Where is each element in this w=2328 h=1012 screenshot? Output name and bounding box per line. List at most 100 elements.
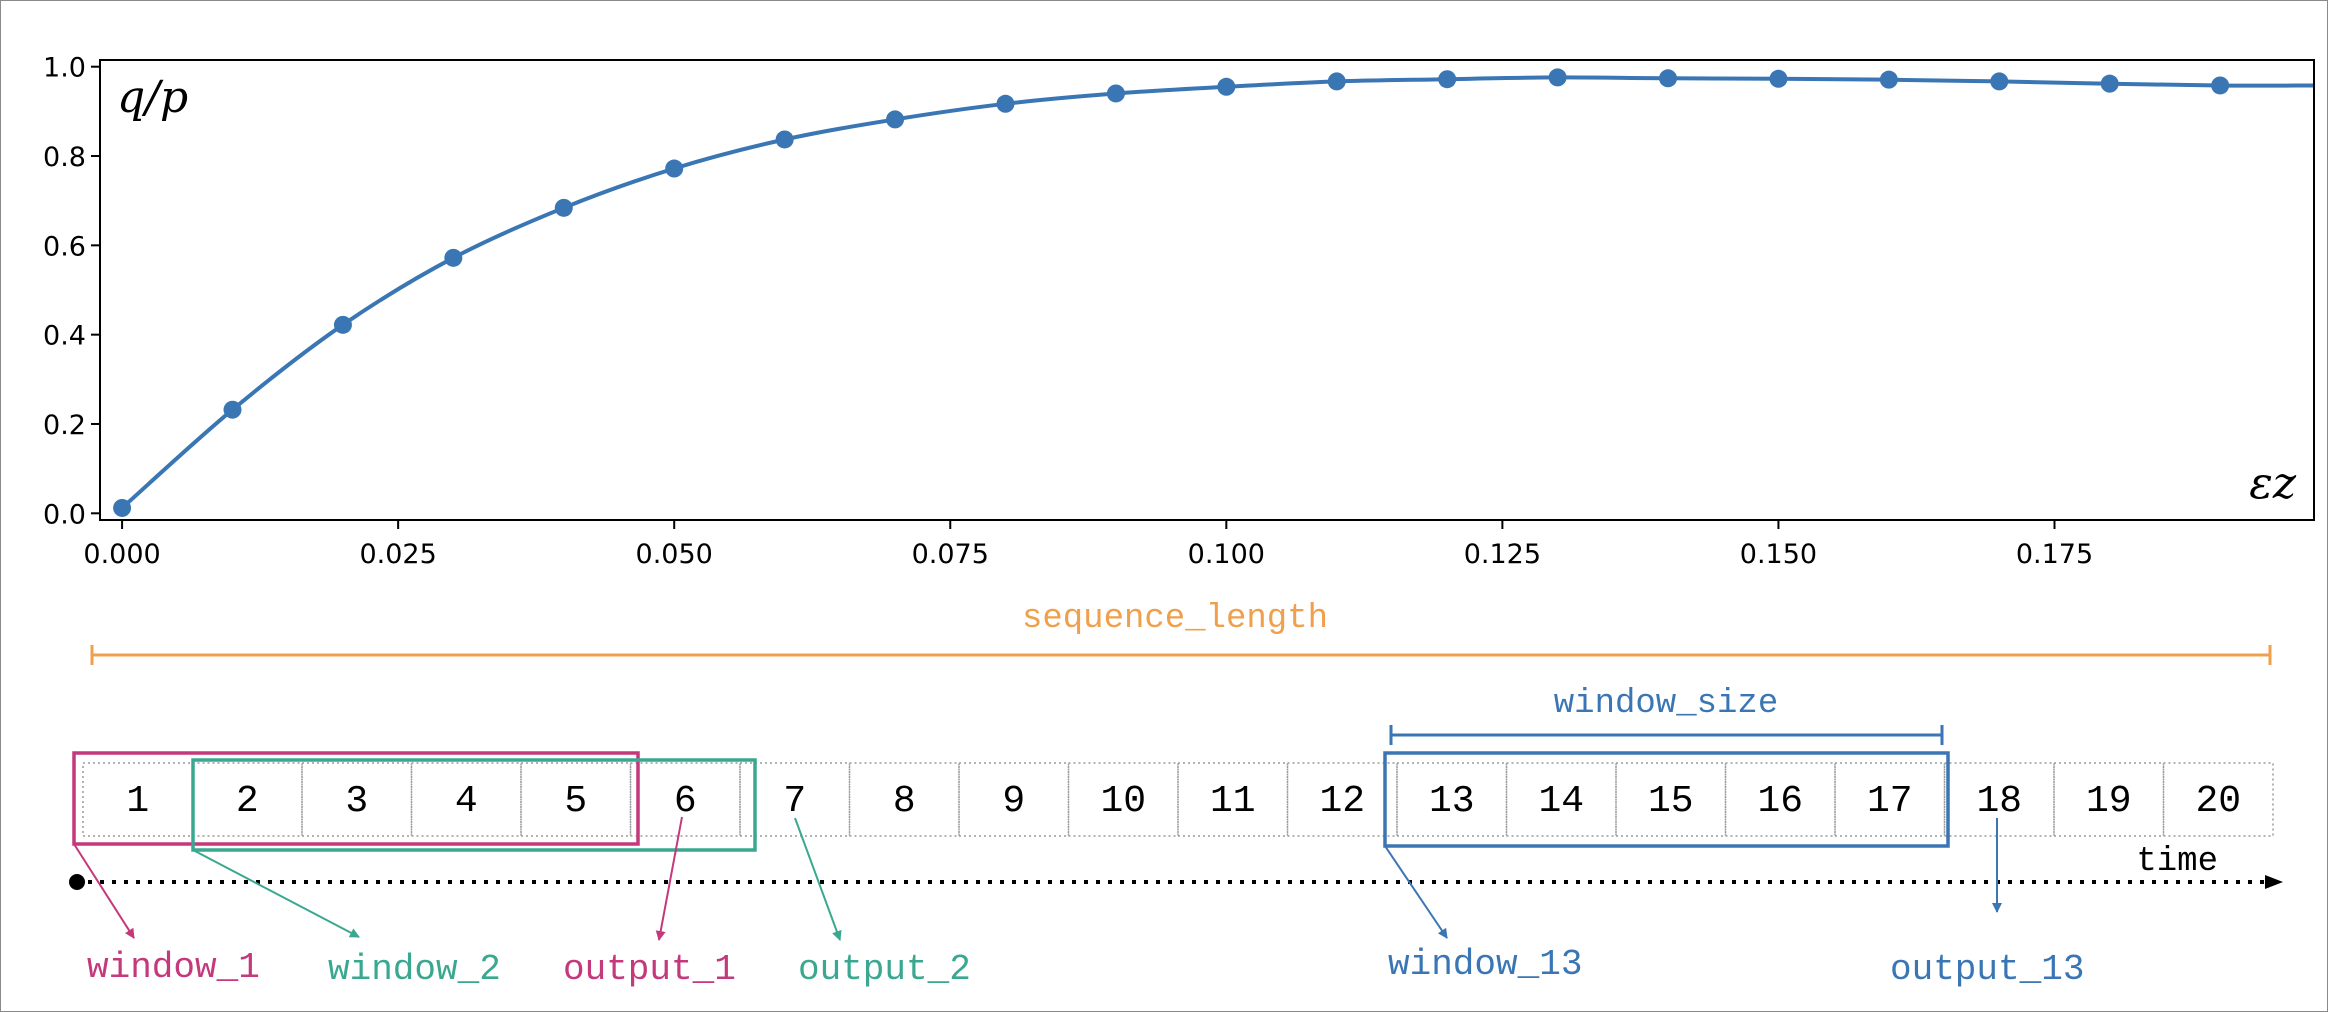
sequence-cell-label: 13 bbox=[1429, 780, 1475, 823]
data-point bbox=[2211, 76, 2230, 95]
sequence-cell-label: 9 bbox=[1002, 780, 1025, 823]
window-2-arrow bbox=[192, 849, 360, 938]
data-point bbox=[1659, 69, 1678, 88]
output-1-label: output_1 bbox=[563, 949, 736, 990]
data-point bbox=[554, 198, 573, 217]
window-13-arrow bbox=[1384, 845, 1448, 939]
data-point bbox=[2100, 74, 2119, 93]
axis-ticks: 0.000 0.025 0.050 0.075 0.100 0.125 0.150 0.175… bbox=[43, 53, 2093, 570]
x-tick-label: 0.025 bbox=[359, 539, 436, 570]
series-points bbox=[113, 68, 2230, 517]
sequence-cell bbox=[958, 762, 1070, 837]
window-13-box bbox=[1383, 751, 1950, 848]
window-2-box bbox=[191, 758, 757, 852]
y-tick-label: 0.6 bbox=[43, 231, 86, 262]
series-line bbox=[120, 75, 2315, 510]
data-point bbox=[996, 94, 1015, 113]
sequence-cell-label: 16 bbox=[1757, 780, 1803, 823]
time-origin-dot bbox=[69, 874, 85, 890]
x-axis-label: εz bbox=[2249, 458, 2297, 509]
sequence-cell bbox=[1724, 762, 1836, 837]
sliding-window-diagram: sequence_length window_size 1 2 3 4 5 6 7 8 9 10 1… bbox=[69, 600, 2283, 990]
sequence-cell bbox=[1067, 762, 1179, 837]
sequence-cell bbox=[1505, 762, 1617, 837]
window-size-bracket bbox=[1389, 725, 1944, 745]
sequence-cell-label: 12 bbox=[1319, 780, 1365, 823]
window-2-label: window_2 bbox=[328, 949, 501, 990]
sequence-cell-label: 17 bbox=[1867, 780, 1913, 823]
data-point bbox=[665, 159, 684, 178]
data-point bbox=[1217, 77, 1236, 96]
data-point bbox=[1769, 69, 1788, 88]
y-tick-label: 0.4 bbox=[43, 321, 86, 352]
sequence-cell-label: 2 bbox=[236, 780, 259, 823]
data-point bbox=[886, 110, 905, 129]
data-point bbox=[1327, 72, 1346, 91]
sequence-cell-label: 20 bbox=[2195, 780, 2241, 823]
sequence-cell bbox=[739, 762, 851, 837]
output-2-arrow bbox=[794, 817, 842, 941]
y-tick-label: 0.2 bbox=[43, 410, 86, 441]
data-point bbox=[333, 315, 352, 334]
time-label: time bbox=[2136, 843, 2218, 881]
data-point bbox=[113, 498, 132, 517]
x-tick-label: 0.150 bbox=[1740, 539, 1817, 570]
x-tick-label: 0.175 bbox=[2016, 539, 2093, 570]
y-tick-label: 1.0 bbox=[43, 53, 86, 84]
data-point bbox=[1438, 70, 1457, 89]
sequence-cells: 1 2 3 4 5 6 7 8 9 10 11 12 13 14 15 16 17 18 19 20 bbox=[82, 762, 2274, 837]
sequence-length-bracket bbox=[90, 645, 2272, 665]
x-tick-label: 0.000 bbox=[83, 539, 160, 570]
y-tick-label: 0.8 bbox=[43, 142, 86, 173]
plot-area-frame bbox=[99, 59, 2315, 521]
sequence-cell bbox=[1615, 762, 1727, 837]
sequence-cell bbox=[410, 762, 522, 837]
sequence-cell bbox=[848, 762, 960, 837]
sequence-cell bbox=[520, 762, 632, 837]
data-point bbox=[1879, 70, 1898, 89]
sequence-cell bbox=[301, 762, 413, 837]
sequence-cell-label: 14 bbox=[1538, 780, 1584, 823]
data-point bbox=[444, 248, 463, 267]
y-tick-label: 0.0 bbox=[43, 499, 86, 530]
window-1-box bbox=[72, 751, 640, 846]
sequence-length-label: sequence_length bbox=[1022, 600, 1328, 638]
sequence-cell bbox=[1834, 762, 1946, 837]
window-13-label: window_13 bbox=[1388, 944, 1582, 985]
sequence-cell-label: 7 bbox=[783, 780, 806, 823]
x-tick-label: 0.100 bbox=[1188, 539, 1265, 570]
sequence-cell-label: 18 bbox=[1976, 780, 2022, 823]
window-size-label: window_size bbox=[1554, 685, 1778, 723]
y-axis-label: q/p bbox=[117, 72, 188, 123]
data-point bbox=[1548, 68, 1567, 87]
sequence-cell-label: 15 bbox=[1648, 780, 1694, 823]
sequence-cell-label: 6 bbox=[674, 780, 697, 823]
sequence-cell bbox=[2053, 762, 2165, 837]
sequence-cell-label: 11 bbox=[1210, 780, 1256, 823]
data-point bbox=[1990, 72, 2009, 91]
sequence-cell bbox=[629, 762, 741, 837]
x-tick-label: 0.050 bbox=[636, 539, 713, 570]
sequence-cell bbox=[1177, 762, 1289, 837]
sequence-cell bbox=[1286, 762, 1398, 837]
sequence-cell-label: 8 bbox=[893, 780, 916, 823]
sequence-cell-label: 10 bbox=[1100, 780, 1146, 823]
sequence-cell-label: 1 bbox=[126, 780, 149, 823]
data-point bbox=[1106, 84, 1125, 103]
x-tick-label: 0.125 bbox=[1464, 539, 1541, 570]
sequence-cell-label: 4 bbox=[455, 780, 478, 823]
output-13-label: output_13 bbox=[1890, 949, 2084, 990]
sequence-cell bbox=[191, 762, 303, 837]
sequence-cell bbox=[1396, 762, 1508, 837]
sequence-cell bbox=[2162, 762, 2274, 837]
data-point bbox=[223, 400, 242, 419]
sequence-cell bbox=[1943, 762, 2055, 837]
output-1-arrow bbox=[655, 816, 683, 941]
sequence-cell-label: 19 bbox=[2086, 780, 2132, 823]
x-tick-label: 0.075 bbox=[912, 539, 989, 570]
sequence-cell-label: 5 bbox=[564, 780, 587, 823]
data-point bbox=[775, 130, 794, 149]
window-1-label: window_1 bbox=[87, 947, 260, 988]
output-2-label: output_2 bbox=[798, 949, 971, 990]
